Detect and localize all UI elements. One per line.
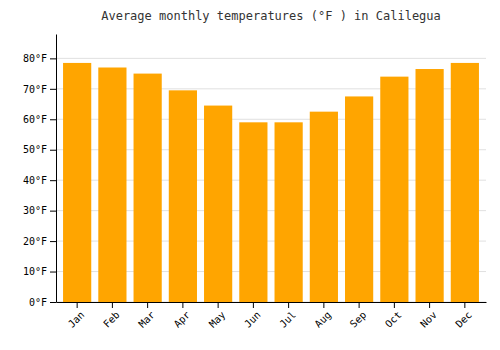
x-tick: Aug — [313, 302, 334, 330]
bar — [204, 106, 232, 302]
x-axis: Jan Feb Mar Apr May Jun Jul Aug Sep Oct Nov Dec — [57, 302, 487, 330]
y-tick-label: 20°F — [23, 236, 47, 247]
bar — [98, 68, 126, 303]
x-tick-label: Aug — [313, 309, 334, 330]
x-tick-label: Jun — [242, 309, 263, 330]
x-tick-mark — [429, 302, 430, 308]
bars — [63, 63, 479, 302]
plot-area: 0°F 10°F 20°F 30°F 40°F 50°F 60°F 70°F 80°F Jan Fe… — [23, 35, 487, 330]
grid — [56, 58, 486, 302]
y-tick-label: 60°F — [23, 114, 47, 125]
x-tick: Oct — [383, 302, 404, 330]
bar — [239, 122, 267, 302]
bar — [345, 96, 373, 302]
y-tick: 20°F — [23, 236, 56, 247]
x-tick-mark — [359, 302, 360, 308]
x-tick: May — [207, 302, 228, 330]
x-tick-mark — [147, 302, 148, 308]
x-tick-mark — [253, 302, 254, 308]
y-tick-mark — [50, 150, 56, 151]
y-tick-label: 70°F — [23, 84, 47, 95]
y-tick-label: 50°F — [23, 144, 47, 155]
bar — [275, 122, 303, 302]
y-tick: 0°F — [29, 297, 56, 308]
bar — [169, 90, 197, 302]
y-tick: 50°F — [23, 144, 56, 155]
x-tick-mark — [394, 302, 395, 308]
x-tick-mark — [464, 302, 465, 308]
y-tick: 80°F — [23, 53, 56, 64]
x-tick: Dec — [453, 302, 474, 330]
y-tick-label: 80°F — [23, 53, 47, 64]
x-tick-mark — [288, 302, 289, 308]
x-tick-label: Oct — [383, 309, 404, 330]
x-tick-label: Feb — [101, 309, 122, 330]
x-tick: Jan — [66, 302, 87, 330]
bar — [134, 74, 162, 302]
x-tick: Mar — [136, 302, 157, 330]
bar — [380, 77, 408, 302]
chart-container: 0°F 10°F 20°F 30°F 40°F 50°F 60°F 70°F 80°F Jan Fe… — [0, 0, 500, 350]
y-axis-line — [56, 35, 57, 303]
x-axis-line — [57, 302, 487, 303]
bar — [310, 112, 338, 302]
x-tick-mark — [323, 302, 324, 308]
y-tick: 70°F — [23, 84, 56, 95]
x-tick: Jun — [242, 302, 263, 330]
y-tick-mark — [50, 119, 56, 120]
y-tick-mark — [50, 180, 56, 181]
y-tick: 40°F — [23, 175, 56, 186]
y-tick-mark — [50, 89, 56, 90]
x-tick: Jul — [277, 302, 298, 330]
y-tick: 60°F — [23, 114, 56, 125]
y-tick: 10°F — [23, 266, 56, 277]
x-tick: Sep — [348, 302, 369, 330]
bar — [63, 63, 91, 302]
chart-svg: 0°F 10°F 20°F 30°F 40°F 50°F 60°F 70°F 80°F Jan Fe… — [0, 0, 500, 350]
x-tick-label: Apr — [172, 309, 193, 330]
bar — [451, 63, 479, 302]
x-tick-label: Nov — [418, 309, 439, 330]
x-tick-mark — [77, 302, 78, 308]
x-tick-label: Jan — [66, 309, 87, 330]
x-tick-label: Mar — [136, 309, 157, 330]
x-tick-label: May — [207, 309, 228, 330]
y-tick-label: 40°F — [23, 175, 47, 186]
y-tick-mark — [50, 272, 56, 273]
y-tick-mark — [50, 211, 56, 212]
y-tick-label: 30°F — [23, 205, 47, 216]
y-tick-mark — [50, 58, 56, 59]
y-tick: 30°F — [23, 205, 56, 216]
x-tick-mark — [182, 302, 183, 308]
y-tick-mark — [50, 241, 56, 242]
title: Average monthly temperatures (°F ) in Ca… — [101, 9, 441, 23]
bar — [416, 69, 444, 302]
y-axis: 0°F 10°F 20°F 30°F 40°F 50°F 60°F 70°F 80°F — [23, 35, 57, 308]
x-tick: Feb — [101, 302, 122, 330]
x-tick-label: Sep — [348, 309, 369, 330]
x-tick: Nov — [418, 302, 439, 330]
x-tick: Apr — [172, 302, 193, 330]
x-tick-label: Dec — [453, 309, 474, 330]
x-tick-label: Jul — [277, 309, 298, 330]
y-tick-label: 0°F — [29, 297, 47, 308]
y-tick-label: 10°F — [23, 266, 47, 277]
y-tick-mark — [50, 302, 56, 303]
grid-line — [56, 58, 486, 59]
x-tick-mark — [218, 302, 219, 308]
x-tick-mark — [112, 302, 113, 308]
